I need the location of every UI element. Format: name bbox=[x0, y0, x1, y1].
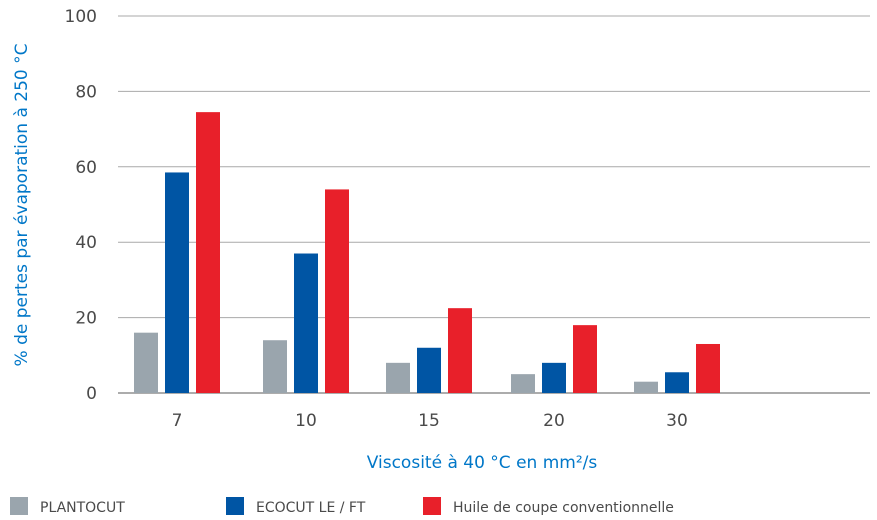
x-tick-label: 15 bbox=[418, 411, 440, 431]
bar-plantocut-10 bbox=[263, 340, 287, 393]
legend-swatch bbox=[226, 497, 244, 515]
bar-ecocut-le-ft-30 bbox=[665, 372, 689, 393]
bar-huile-de-coupe-conventionnelle-30 bbox=[696, 343, 720, 393]
gridlines bbox=[118, 15, 870, 394]
bar-ecocut-le-ft-15 bbox=[417, 347, 441, 393]
y-tick-labels: 0 20 40 60 80 100 bbox=[65, 7, 97, 404]
y-tick-label: 80 bbox=[75, 82, 97, 102]
legend: PLANTOCUT ECOCUT LE / FT Huile de coupe co… bbox=[10, 497, 674, 516]
y-tick-label: 60 bbox=[75, 158, 97, 178]
bar-huile-de-coupe-conventionnelle-7 bbox=[196, 112, 220, 393]
bar-huile-de-coupe-conventionnelle-20 bbox=[573, 325, 597, 393]
legend-label: PLANTOCUT bbox=[40, 500, 125, 516]
bars bbox=[134, 112, 720, 393]
bar-plantocut-7 bbox=[134, 332, 158, 393]
bar-ecocut-le-ft-7 bbox=[165, 172, 189, 393]
bar-plantocut-30 bbox=[634, 381, 658, 393]
x-tick-label: 10 bbox=[295, 411, 317, 431]
legend-label: ECOCUT LE / FT bbox=[256, 500, 366, 516]
y-tick-label: 40 bbox=[75, 233, 97, 253]
y-tick-label: 100 bbox=[65, 7, 97, 27]
legend-swatch bbox=[423, 497, 441, 515]
y-axis-title: % de pertes par évaporation à 250 °C bbox=[12, 44, 32, 367]
y-tick-label: 0 bbox=[86, 384, 97, 404]
bar-huile-de-coupe-conventionnelle-10 bbox=[325, 189, 349, 393]
bar-plantocut-15 bbox=[386, 362, 410, 393]
legend-label: Huile de coupe conventionnelle bbox=[453, 500, 674, 516]
x-tick-label: 7 bbox=[172, 411, 183, 431]
bar-huile-de-coupe-conventionnelle-15 bbox=[448, 308, 472, 393]
bar-ecocut-le-ft-20 bbox=[542, 362, 566, 393]
bar-ecocut-le-ft-10 bbox=[294, 253, 318, 393]
x-tick-label: 20 bbox=[543, 411, 565, 431]
bar-plantocut-20 bbox=[511, 374, 535, 393]
x-tick-labels: 7 10 15 20 30 bbox=[172, 411, 688, 431]
x-axis-title: Viscosité à 40 °C en mm²/s bbox=[367, 453, 598, 473]
x-tick-label: 30 bbox=[666, 411, 688, 431]
y-tick-label: 20 bbox=[75, 309, 97, 329]
legend-swatch bbox=[10, 497, 28, 515]
